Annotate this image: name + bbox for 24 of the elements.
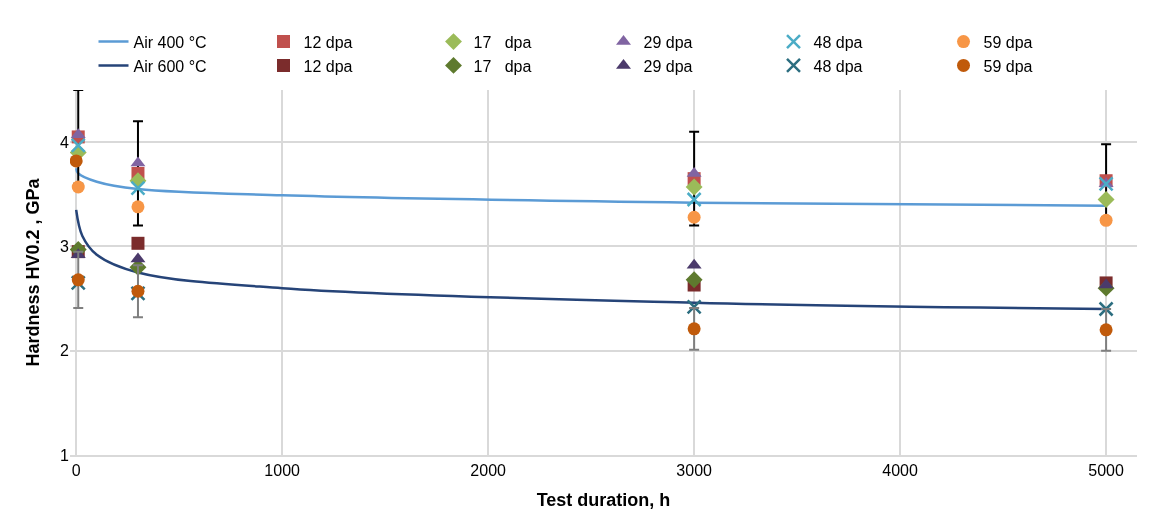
legend-label: 48 dpa [813, 33, 863, 51]
legend-label: 12 dpa [303, 33, 353, 51]
x-tick-label: 3000 [676, 461, 713, 479]
legend-label: 12 dpa [303, 57, 353, 75]
x-tick-label: 0 [71, 461, 81, 479]
legend-label: 59 dpa [983, 57, 1033, 75]
y-tick-label: 3 [60, 238, 70, 256]
y-tick-label: 4 [60, 133, 70, 151]
y-tick-label: 1 [60, 446, 70, 464]
x-tick-label: 2000 [470, 461, 507, 479]
legend-label: 17 dpa [473, 57, 532, 75]
y-axis-title: Hardness HV0.2 , GPa [23, 177, 44, 367]
legend-label: 29 dpa [643, 33, 693, 51]
y-tick-label: 2 [60, 342, 70, 360]
x-axis-title: Test duration, h [536, 489, 671, 510]
legend-label: 29 dpa [643, 57, 693, 75]
legend-label: Air 400 °C [133, 33, 207, 51]
x-tick-label: 4000 [882, 461, 919, 479]
x-tick-label: 5000 [1088, 461, 1124, 479]
legend-label: 17 dpa [473, 33, 532, 51]
legend-label: 48 dpa [813, 57, 863, 75]
x-tick-label: 1000 [264, 461, 301, 479]
legend-label: 59 dpa [983, 33, 1033, 51]
legend-label: Air 600 °C [133, 57, 207, 75]
